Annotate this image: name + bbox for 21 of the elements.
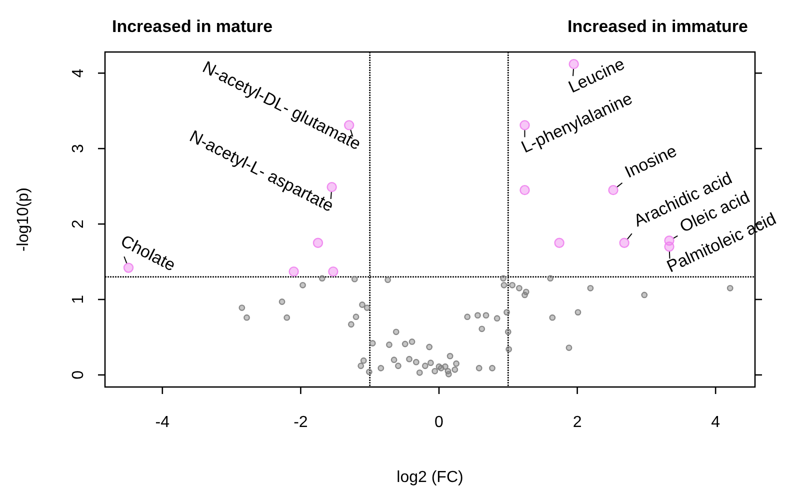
y-tick-label: 2 bbox=[70, 219, 87, 228]
x-tick-label: -2 bbox=[294, 414, 308, 431]
x-tick-label: 2 bbox=[572, 414, 582, 431]
y-axis-title: -log10(p) bbox=[15, 187, 32, 252]
x-tick-label: -4 bbox=[155, 414, 170, 431]
y-tick-label: 0 bbox=[70, 370, 87, 380]
y-tick-label: 1 bbox=[70, 294, 87, 304]
point bbox=[328, 266, 338, 277]
x-axis-title: log2 (FC) bbox=[396, 469, 464, 486]
point bbox=[619, 238, 630, 248]
y-tick-label: 4 bbox=[70, 68, 87, 78]
point bbox=[554, 238, 564, 248]
text: Increased in mature bbox=[112, 17, 273, 36]
point bbox=[608, 184, 618, 196]
x-tick-label: 4 bbox=[711, 414, 720, 431]
point bbox=[288, 266, 299, 277]
x-tick-label: 0 bbox=[434, 414, 444, 431]
text: Increased in immature bbox=[568, 17, 748, 36]
point bbox=[312, 238, 324, 248]
y-tick-label: 3 bbox=[70, 144, 87, 154]
point bbox=[520, 184, 530, 196]
